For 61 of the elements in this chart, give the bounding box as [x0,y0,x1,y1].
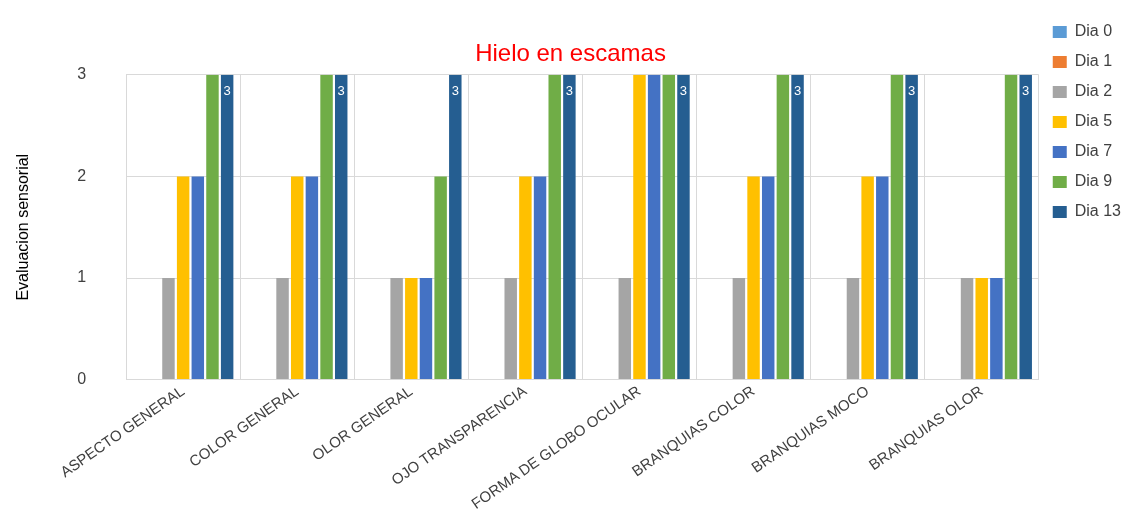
bar [290,176,304,380]
data-label: 3 [908,82,916,98]
bar [548,74,561,380]
y-axis-title: Evaluacion sensorial [14,153,32,301]
bar [449,74,462,380]
bar [975,278,988,380]
bar [533,176,547,380]
bar [618,278,632,380]
bar [861,176,874,380]
legend-label: Dia 9 [1074,172,1113,190]
data-label: 3 [793,82,802,98]
legend-label: Dia 7 [1074,142,1113,160]
bar [176,176,190,380]
bar [677,74,690,380]
y-tick-label: 2 [77,166,87,184]
bar [776,74,790,380]
bar [1004,74,1018,380]
legend-label: Dia 1 [1074,52,1113,70]
data-label: 3 [565,82,573,98]
data-label: 3 [223,82,231,98]
data-label: 3 [337,82,345,98]
bar [334,74,348,380]
bar [320,74,333,380]
bar [276,278,289,380]
y-tick-label: 3 [77,65,87,83]
bar [563,74,576,380]
legend-label: Dia 0 [1074,22,1113,40]
y-tick-label: 0 [77,370,87,388]
bar [747,176,760,380]
bar [905,74,918,380]
bar [1019,74,1032,380]
bar [633,74,646,380]
bar [876,176,889,380]
bar [405,278,418,380]
bar [890,74,904,380]
bar [647,74,661,380]
data-label: 3 [451,82,459,98]
bar [519,176,532,380]
bar [305,176,319,380]
bar [990,278,1003,380]
bar [390,278,403,380]
bar [960,278,974,380]
bar [220,74,234,380]
legend-label: Dia 13 [1074,202,1122,220]
legend-label: Dia 2 [1074,82,1113,100]
bar [206,74,219,380]
bar [791,74,804,380]
y-tick-label: 1 [77,268,87,286]
bar [846,278,860,380]
bar [191,176,205,380]
bar [419,278,433,380]
bar [504,278,517,380]
bar [761,176,775,380]
bar [732,278,746,380]
bar [162,278,175,380]
data-label: 3 [679,82,688,98]
bar [434,176,447,380]
legend-label: Dia 5 [1074,112,1113,130]
data-label: 3 [1022,82,1030,98]
bar [662,74,676,380]
chart-title: Hielo en escamas [475,39,666,67]
